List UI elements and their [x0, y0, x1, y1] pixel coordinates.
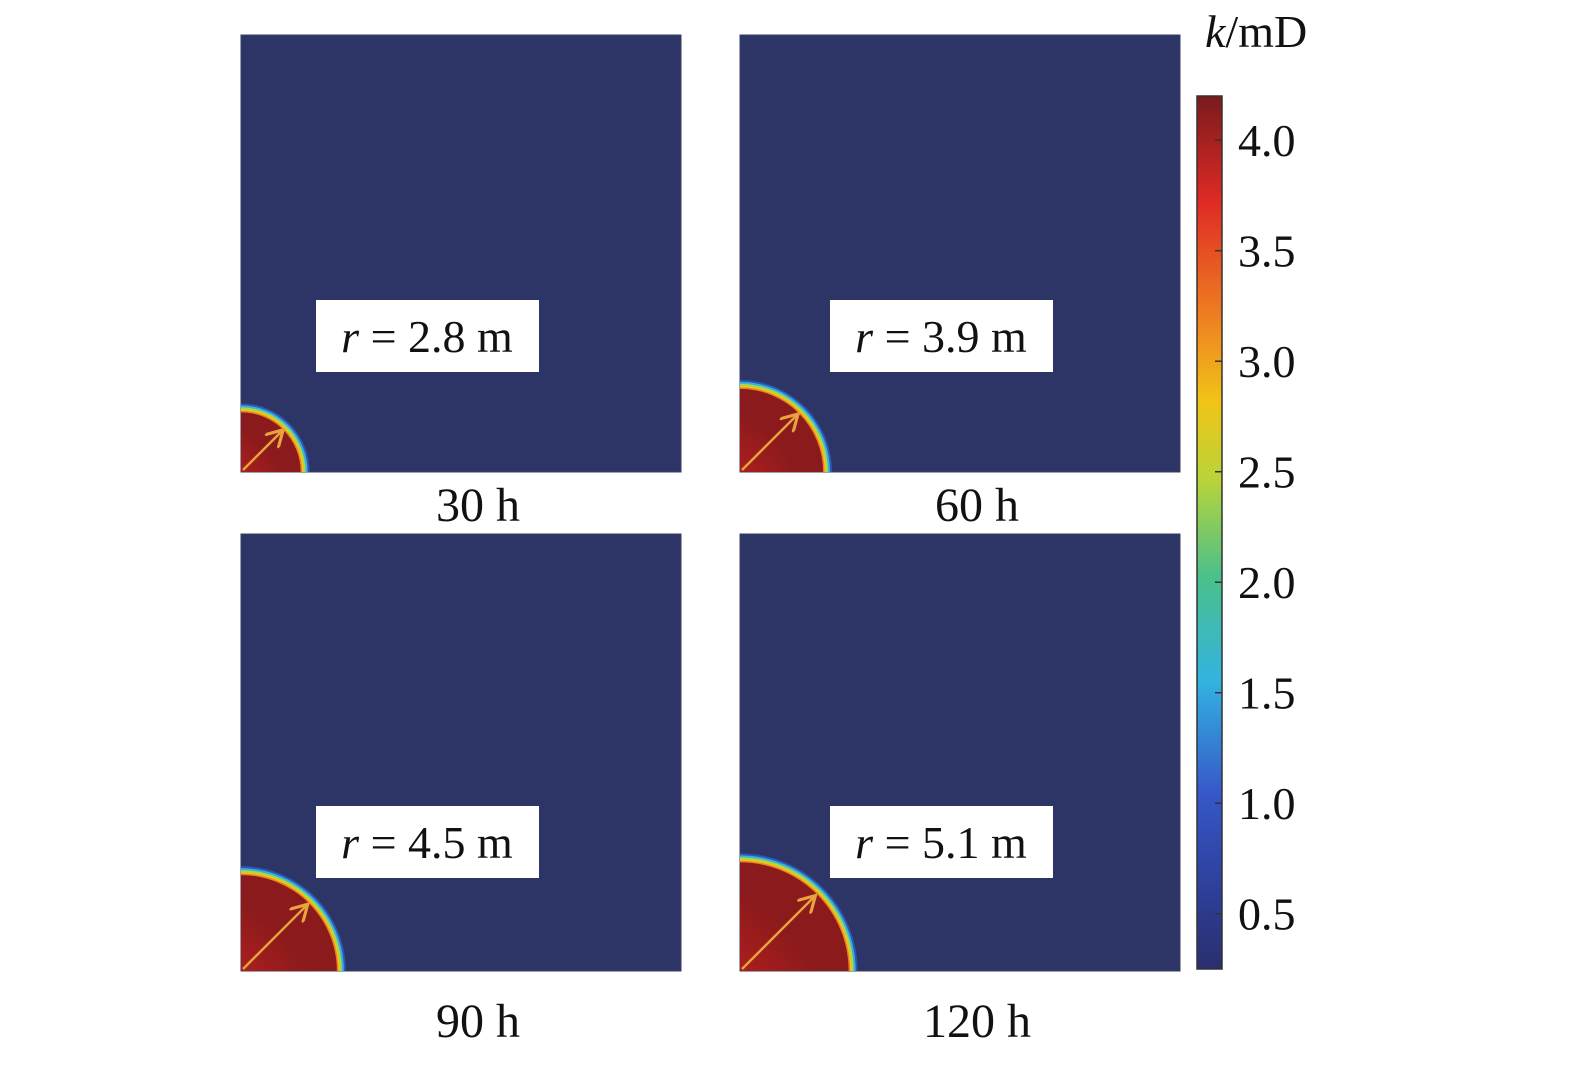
radius-symbol: r [855, 311, 874, 362]
radius-value: = 3.9 m [873, 311, 1027, 362]
colorbar-tick-label: 1.5 [1238, 668, 1296, 719]
stimulated-core [241, 412, 301, 472]
radius-value: = 2.8 m [359, 311, 513, 362]
colorbar-label-symbol: k [1205, 6, 1227, 57]
radius-arrow [741, 897, 814, 970]
stimulated-core [740, 388, 824, 472]
heatmap-panel: r = 5.1 m 120 h [739, 533, 1181, 1048]
radius-label: r = 5.1 m [855, 817, 1027, 868]
stimulated-zone [241, 403, 310, 472]
colorbar-tick-label: 3.0 [1238, 336, 1296, 387]
radius-label-box [316, 300, 539, 372]
time-label: 90 h [436, 995, 520, 1048]
radius-label-box [830, 300, 1053, 372]
time-label: 120 h [923, 995, 1031, 1048]
radius-arrow [741, 416, 796, 471]
radius-value: = 4.5 m [359, 817, 513, 868]
radius-symbol: r [855, 817, 874, 868]
time-label: 60 h [935, 479, 1019, 532]
stimulated-zone [740, 379, 833, 472]
panels-group: r = 2.8 m30 hr = 3.9 m60 hr = 4.5 m90 hr… [240, 34, 1181, 1048]
radius-label: r = 4.5 m [341, 817, 513, 868]
radius-value: = 5.1 m [873, 817, 1027, 868]
colorbar-label-unit: /mD [1225, 6, 1307, 57]
colorbar-tick-label: 3.5 [1238, 226, 1296, 277]
time-label: 30 h [436, 479, 520, 532]
heatmap-panel: r = 3.9 m 60 h [739, 34, 1181, 532]
radius-label-box [830, 806, 1053, 878]
colorbar-tick-label: 2.0 [1238, 557, 1296, 608]
colorbar-tick-label: 0.5 [1238, 889, 1296, 940]
radius-label: r = 2.8 m [341, 311, 513, 362]
radius-label-box [316, 806, 539, 878]
colorbar-label: k/mD [1205, 6, 1307, 57]
heatmap-panel: r = 4.5 m 90 h [240, 533, 682, 1048]
heatmap-panel: r = 2.8 m 30 h [240, 34, 682, 532]
panel-field [739, 34, 1181, 473]
radius-arrow [242, 432, 281, 471]
colorbar-gradient [1196, 95, 1223, 970]
radius-symbol: r [341, 817, 360, 868]
radius-symbol: r [341, 311, 360, 362]
colorbar-tick-label: 4.0 [1238, 115, 1296, 166]
radius-label: r = 3.9 m [855, 311, 1027, 362]
colorbar-tick-label: 1.0 [1238, 778, 1296, 829]
colorbar: 4.0 3.5 3.0 2.5 2.0 1.5 1.0 0.5 k/mD [1196, 6, 1307, 970]
radius-arrow [242, 906, 306, 970]
stimulated-zone [241, 866, 346, 971]
panel-field [240, 34, 682, 473]
colorbar-tick-label: 2.5 [1238, 447, 1296, 498]
stimulated-zone [740, 853, 858, 971]
